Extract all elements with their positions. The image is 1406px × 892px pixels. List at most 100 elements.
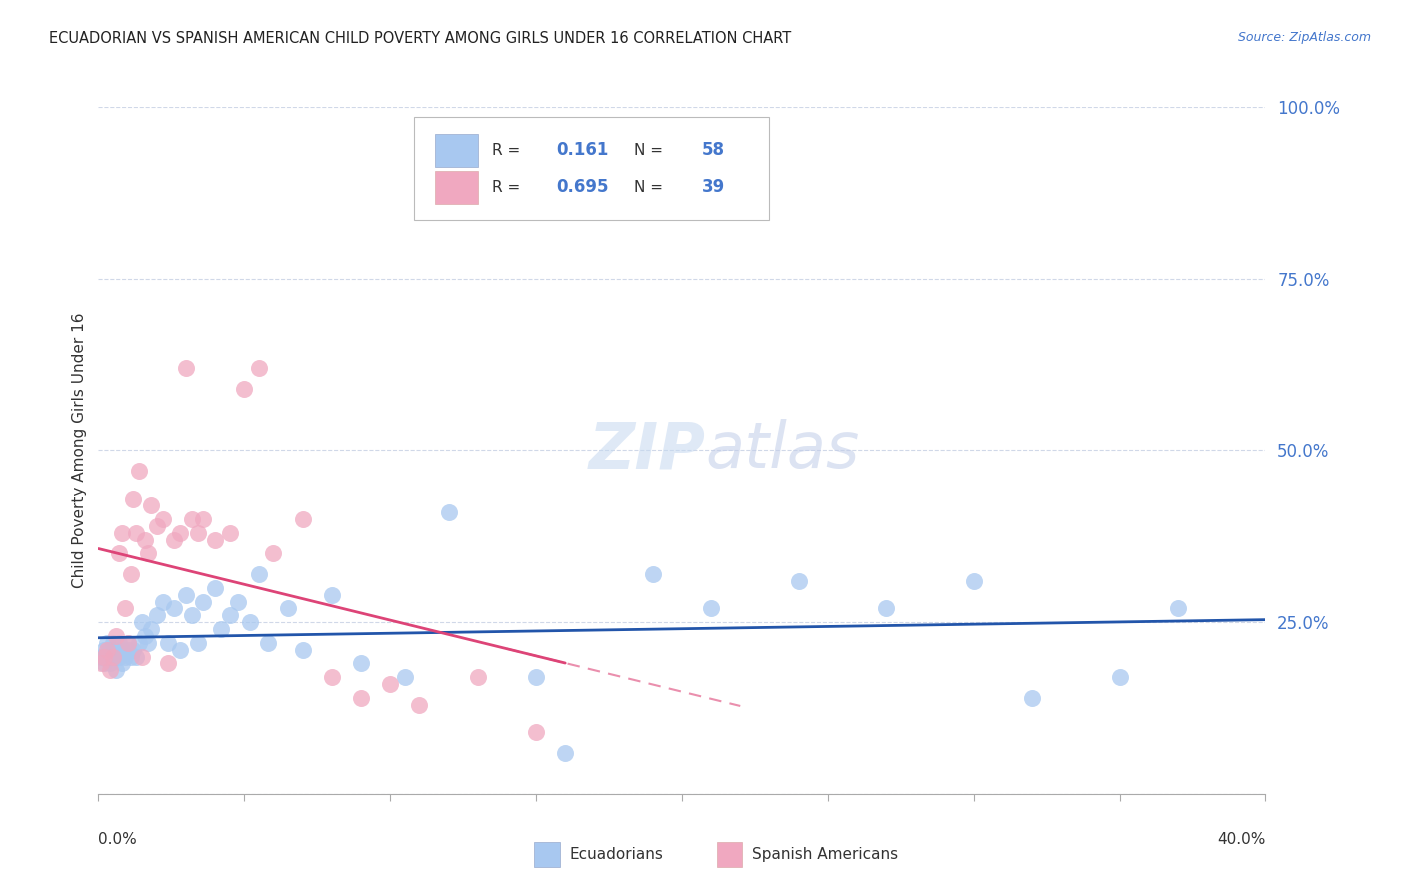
Point	[93, 657, 115, 671]
Point	[193, 512, 215, 526]
Point	[120, 649, 142, 664]
Point	[120, 567, 142, 582]
Point	[641, 567, 664, 582]
Point	[239, 615, 262, 630]
Point	[157, 636, 180, 650]
Point	[394, 670, 416, 684]
Point	[93, 642, 115, 657]
Point	[163, 533, 186, 547]
Point	[136, 636, 159, 650]
Point	[1108, 670, 1130, 684]
Point	[1021, 690, 1043, 705]
Text: Spanish Americans: Spanish Americans	[752, 847, 898, 863]
Point	[204, 533, 226, 547]
Text: N =: N =	[634, 180, 668, 194]
Point	[218, 525, 240, 540]
Point	[233, 382, 256, 396]
Point	[321, 588, 343, 602]
Point	[193, 594, 215, 608]
Point	[163, 601, 186, 615]
Point	[101, 636, 124, 650]
Point	[96, 636, 118, 650]
Point	[174, 361, 197, 376]
Point	[125, 525, 148, 540]
Y-axis label: Child Poverty Among Girls Under 16: Child Poverty Among Girls Under 16	[72, 313, 87, 588]
Point	[108, 546, 131, 561]
Point	[101, 649, 124, 664]
Text: 0.695: 0.695	[555, 178, 609, 196]
Point	[152, 594, 174, 608]
Point	[277, 601, 299, 615]
Point	[408, 698, 430, 712]
Point	[136, 546, 159, 561]
Text: 40.0%: 40.0%	[1218, 831, 1265, 847]
Point	[108, 636, 131, 650]
Point	[134, 629, 156, 643]
Point	[218, 608, 240, 623]
Point	[787, 574, 810, 588]
Point	[128, 636, 150, 650]
Point	[524, 670, 547, 684]
Point	[98, 642, 121, 657]
Point	[157, 657, 180, 671]
Point	[98, 657, 121, 671]
Point	[262, 546, 284, 561]
Point	[117, 636, 139, 650]
Point	[321, 670, 343, 684]
Point	[380, 677, 402, 691]
Text: R =: R =	[492, 143, 524, 158]
Text: ECUADORIAN VS SPANISH AMERICAN CHILD POVERTY AMONG GIRLS UNDER 16 CORRELATION CH: ECUADORIAN VS SPANISH AMERICAN CHILD POV…	[49, 31, 792, 46]
Point	[247, 361, 270, 376]
Point	[350, 657, 373, 671]
Point	[174, 588, 197, 602]
Point	[291, 642, 314, 657]
Point	[139, 622, 162, 636]
Point	[139, 499, 162, 513]
Point	[554, 746, 576, 760]
Point	[96, 642, 118, 657]
Point	[104, 663, 127, 677]
Point	[117, 642, 139, 657]
Point	[111, 525, 134, 540]
Point	[169, 642, 191, 657]
Point	[125, 649, 148, 664]
Point	[111, 657, 134, 671]
Point	[152, 512, 174, 526]
Point	[101, 649, 124, 664]
Point	[1167, 601, 1189, 615]
Point	[122, 491, 145, 506]
Point	[93, 649, 115, 664]
Point	[204, 581, 226, 595]
Point	[247, 567, 270, 582]
Point	[108, 649, 131, 664]
Text: Ecuadorians: Ecuadorians	[569, 847, 664, 863]
Text: 58: 58	[702, 141, 725, 160]
Point	[256, 636, 278, 650]
Point	[111, 642, 134, 657]
Point	[90, 649, 112, 664]
Point	[875, 601, 897, 615]
Point	[98, 663, 121, 677]
Point	[134, 533, 156, 547]
Point	[131, 649, 153, 664]
Point	[131, 615, 153, 630]
Point	[122, 642, 145, 657]
Text: 0.161: 0.161	[555, 141, 609, 160]
Point	[104, 629, 127, 643]
Point	[180, 608, 202, 623]
Point	[228, 594, 250, 608]
Point	[90, 657, 112, 671]
Point	[209, 622, 232, 636]
Text: 0.0%: 0.0%	[98, 831, 138, 847]
Point	[128, 464, 150, 478]
Point	[700, 601, 723, 615]
Point	[187, 525, 209, 540]
Point	[962, 574, 984, 588]
Point	[180, 512, 202, 526]
Text: atlas: atlas	[706, 419, 859, 482]
Point	[291, 512, 314, 526]
Point	[96, 649, 118, 664]
Text: Source: ZipAtlas.com: Source: ZipAtlas.com	[1237, 31, 1371, 45]
Point	[524, 725, 547, 739]
Text: N =: N =	[634, 143, 668, 158]
